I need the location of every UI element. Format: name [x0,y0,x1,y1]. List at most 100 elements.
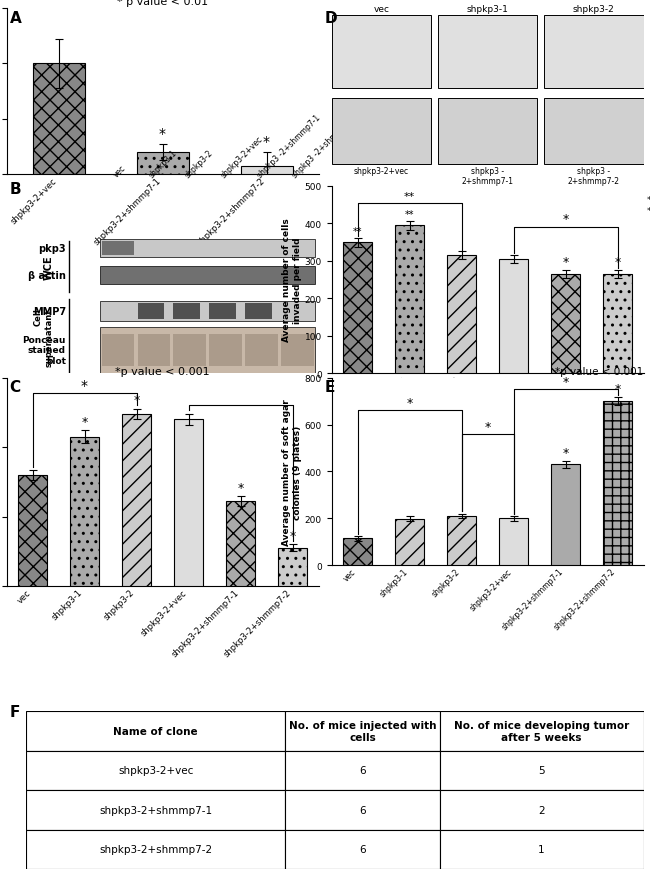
Text: D: D [325,11,337,26]
Text: shpkp3-2+shmmp7-2: shpkp3-2+shmmp7-2 [99,845,213,854]
Text: *: * [562,256,569,269]
FancyBboxPatch shape [332,99,432,165]
Bar [395,226,424,374]
Text: *: * [159,126,166,140]
FancyBboxPatch shape [101,335,135,366]
Bar [395,519,424,565]
FancyBboxPatch shape [138,304,164,320]
Text: *: * [289,529,296,542]
FancyBboxPatch shape [285,830,439,869]
Text: shpkp3-2+vec: shpkp3-2+vec [354,167,409,176]
Bar [70,437,99,587]
Text: F: F [10,704,20,719]
FancyBboxPatch shape [543,16,644,89]
FancyBboxPatch shape [209,304,236,320]
FancyBboxPatch shape [281,335,314,366]
Text: shpkp3-1: shpkp3-1 [148,148,179,180]
Text: *: * [237,481,244,494]
Text: A: A [10,11,21,26]
FancyBboxPatch shape [100,302,315,321]
FancyBboxPatch shape [26,830,285,869]
FancyBboxPatch shape [439,830,644,869]
Text: *: * [81,415,88,428]
Text: Name of clone: Name of clone [113,726,198,736]
Bar [122,414,151,587]
Text: shpkp3-2+vec: shpkp3-2+vec [219,134,265,180]
FancyBboxPatch shape [285,790,439,830]
Text: 6: 6 [359,845,366,854]
Bar [343,242,372,374]
Text: WCE: WCE [44,255,53,279]
Text: β actin: β actin [28,270,66,281]
Text: vec: vec [373,5,389,14]
FancyBboxPatch shape [285,751,439,790]
FancyBboxPatch shape [100,327,315,374]
FancyBboxPatch shape [26,790,285,830]
Text: 6: 6 [359,766,366,775]
Y-axis label: Average number of soft agar
colonies (9 plates): Average number of soft agar colonies (9 … [282,399,302,545]
Title: *p value < 0.001: *p value < 0.001 [115,366,210,376]
Text: shpkp3-2: shpkp3-2 [573,5,614,14]
FancyBboxPatch shape [174,304,200,320]
FancyBboxPatch shape [439,790,644,830]
Text: 5: 5 [538,766,545,775]
Text: *: * [263,134,270,148]
FancyBboxPatch shape [209,335,242,366]
Bar [174,420,203,587]
Bar [136,153,188,176]
Text: *: * [133,393,140,407]
FancyBboxPatch shape [439,711,644,751]
FancyBboxPatch shape [138,335,170,366]
Bar [32,64,84,176]
Text: *: * [614,256,621,269]
FancyBboxPatch shape [543,99,644,165]
Text: **: ** [405,210,414,220]
Bar [551,275,580,374]
Text: vec: vec [112,164,127,180]
Bar [18,475,47,587]
Bar [226,501,255,587]
Text: 2: 2 [538,805,545,815]
Text: No. of mice injected with
cells: No. of mice injected with cells [289,720,436,742]
Text: No. of mice developing tumor
after 5 weeks: No. of mice developing tumor after 5 wee… [454,720,629,742]
FancyBboxPatch shape [245,304,272,320]
Text: *p value < 0.001: *p value < 0.001 [555,366,644,376]
Y-axis label: Average number of cells
invaded per field: Average number of cells invaded per fiel… [282,219,302,342]
Bar [603,401,632,565]
Text: 6: 6 [359,805,366,815]
Bar [447,516,476,565]
Text: *: * [562,447,569,459]
Text: shpkp3-2: shpkp3-2 [183,148,215,180]
FancyBboxPatch shape [245,335,278,366]
Bar [499,260,528,374]
Text: **p value < 0.001
* p value<0.05: **p value < 0.001 * p value<0.05 [647,196,650,215]
FancyBboxPatch shape [100,267,315,284]
FancyBboxPatch shape [437,99,538,165]
Text: shpkp3-2+vec: shpkp3-2+vec [118,766,193,775]
Text: **: ** [353,227,362,236]
Bar [343,538,372,565]
Text: *: * [81,378,88,392]
Text: shpkp3-2+shmmp7-1: shpkp3-2+shmmp7-1 [99,805,213,815]
Title: * p value < 0.01: * p value < 0.01 [117,0,208,7]
Text: shpkp3-1: shpkp3-1 [467,5,508,14]
Text: C: C [10,380,21,395]
Text: pkp3: pkp3 [38,243,66,254]
Text: shpkp3 -2+shmmp7-1: shpkp3 -2+shmmp7-1 [255,113,322,180]
Text: shpkp3 -
2+shmmp7-2: shpkp3 - 2+shmmp7-2 [567,167,619,186]
FancyBboxPatch shape [285,711,439,751]
FancyBboxPatch shape [26,751,285,790]
Text: shpkp3 -2+shmmp7-2: shpkp3 -2+shmmp7-2 [291,113,358,180]
Text: Ponceau
stained
blot: Ponceau stained blot [22,335,66,365]
Bar [278,548,307,587]
Bar [551,464,580,565]
Text: *: * [484,421,491,433]
FancyBboxPatch shape [439,751,644,790]
FancyBboxPatch shape [437,16,538,89]
Bar [240,166,292,176]
Bar [499,519,528,565]
Text: **: ** [404,191,415,202]
Text: *: * [406,397,413,410]
Text: B: B [10,182,21,197]
Bar [447,255,476,374]
